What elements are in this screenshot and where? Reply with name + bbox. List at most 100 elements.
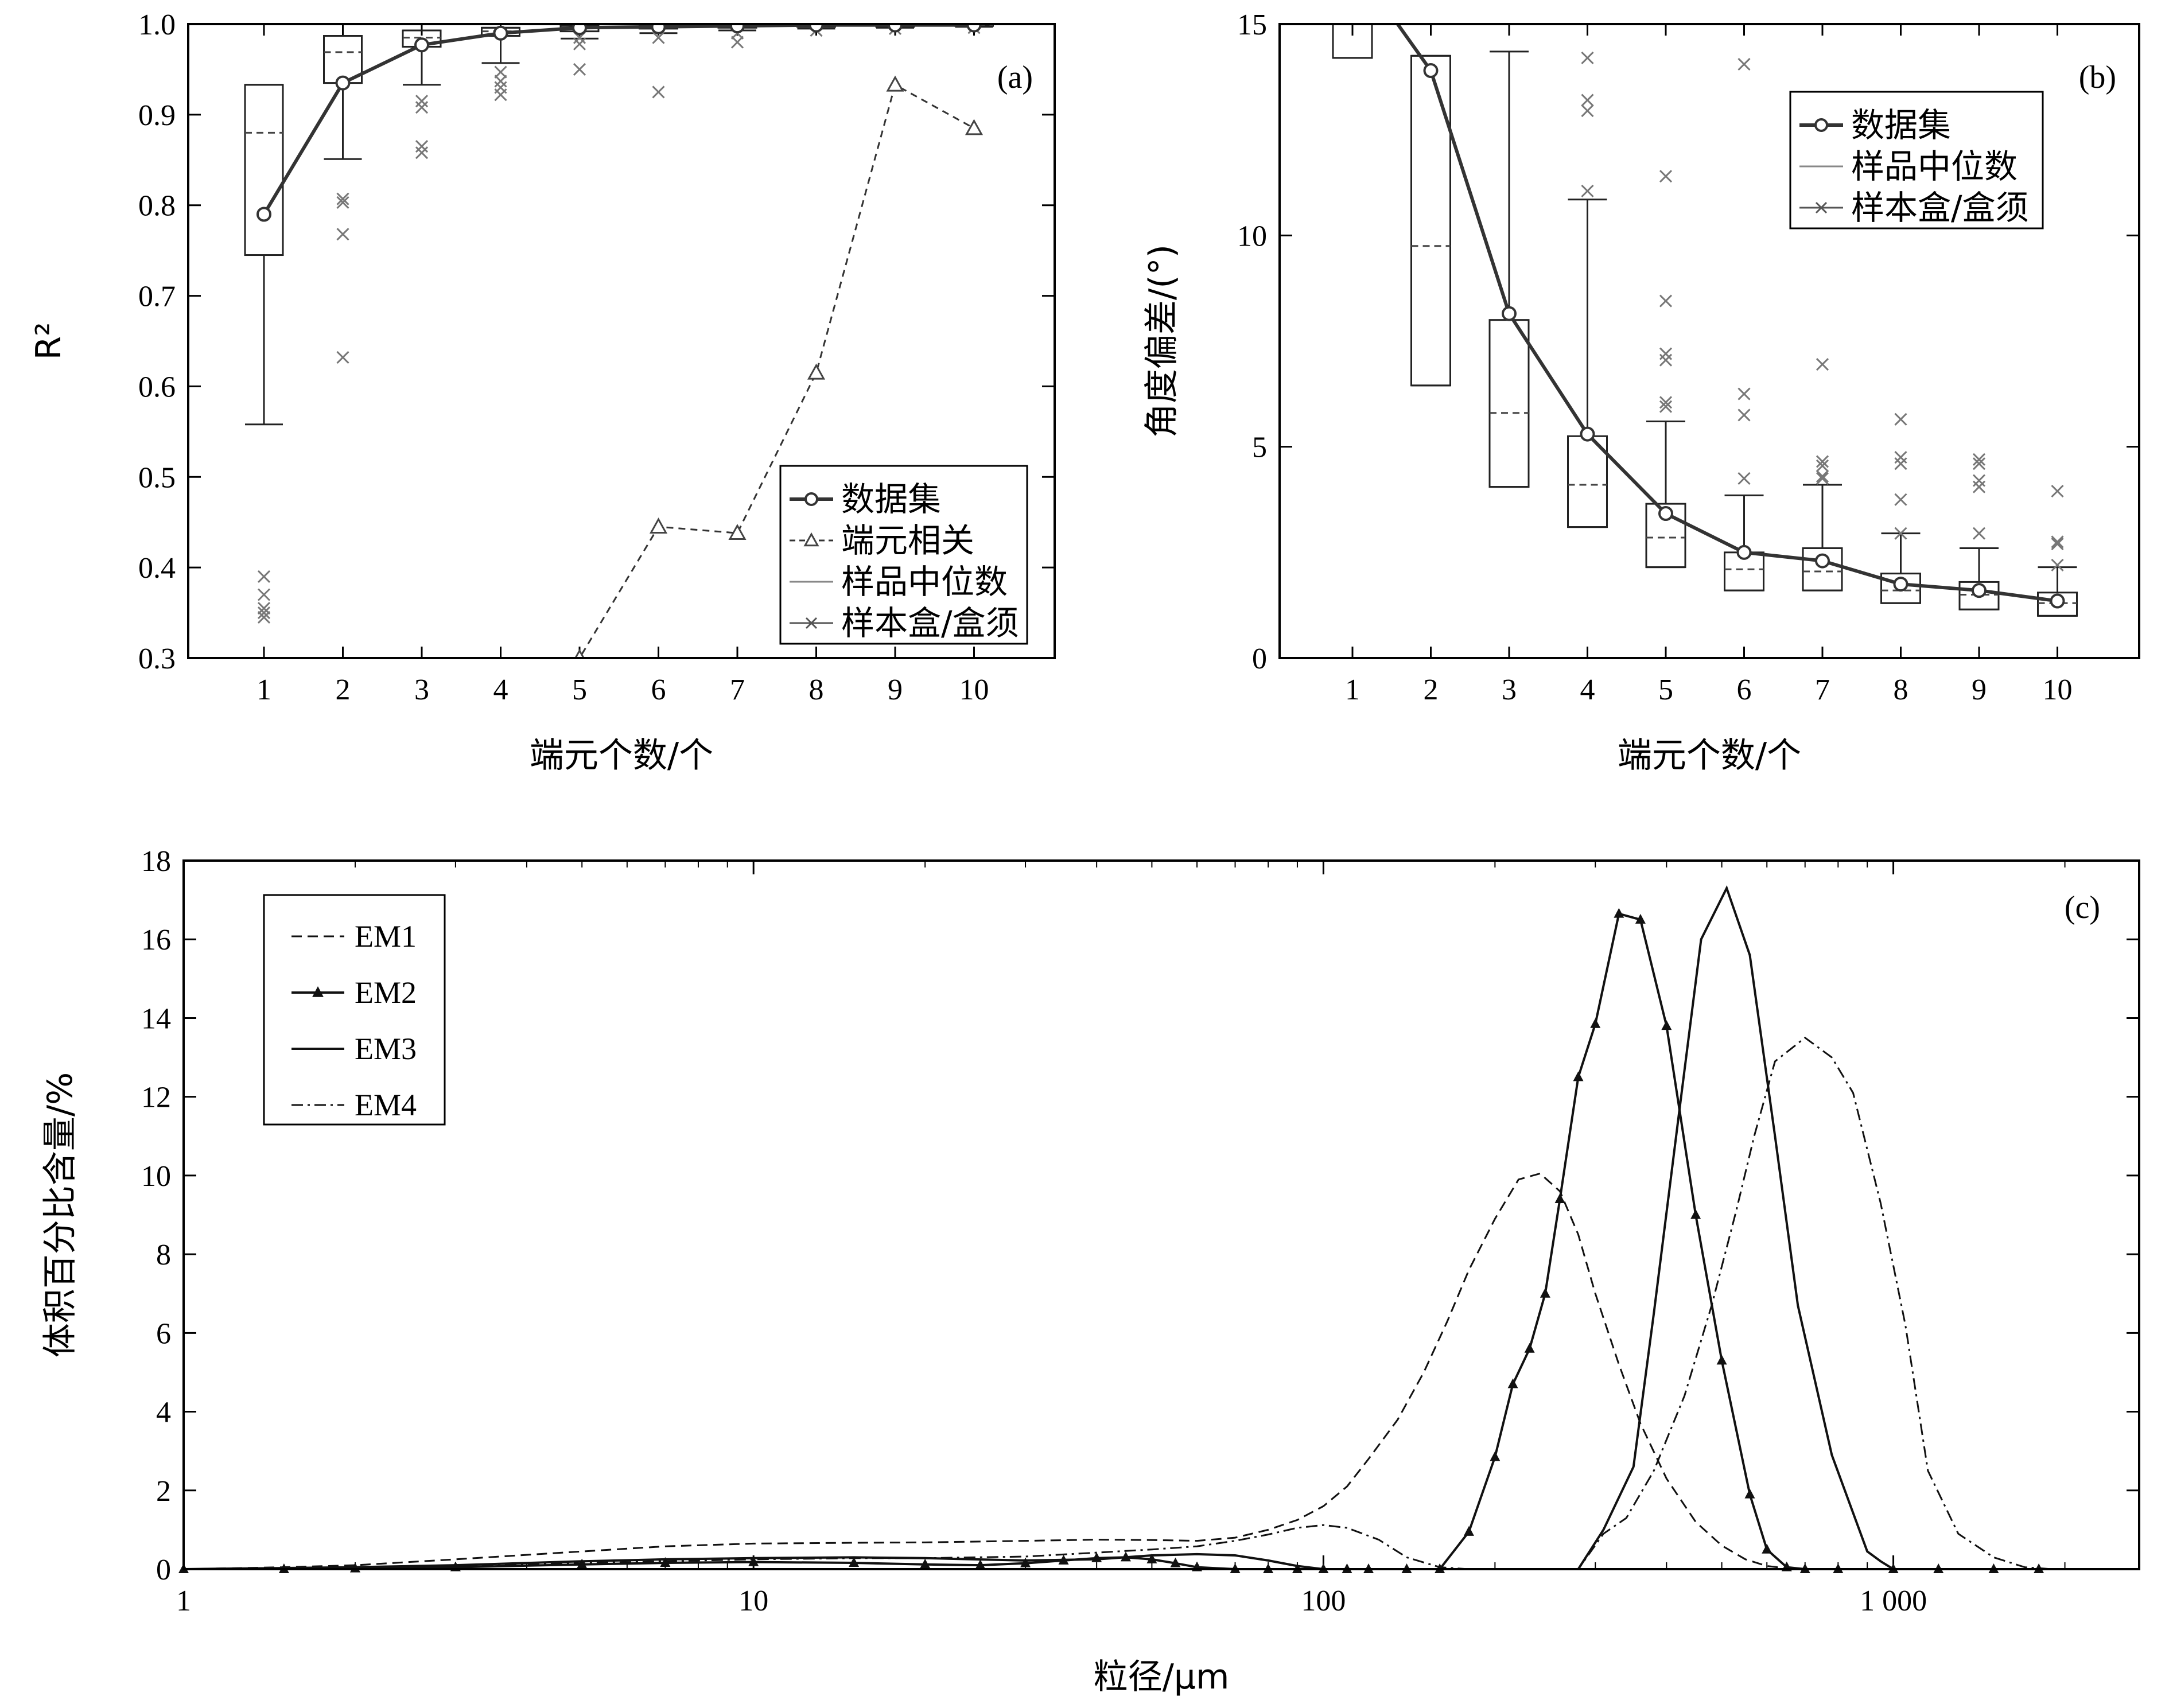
box-body xyxy=(1802,547,1843,592)
outlier-marker xyxy=(1894,413,1907,426)
box-body xyxy=(1958,581,2000,610)
y-axis-title: 角度偏差/(°) xyxy=(1142,244,1182,438)
outlier-marker-stroke2 xyxy=(1816,357,1829,371)
dataset-marker xyxy=(2050,593,2065,609)
y-tick-label: 2 xyxy=(156,1475,171,1508)
dataset-marker xyxy=(1423,63,1439,79)
outlier-marker xyxy=(415,101,429,114)
series-marker-em2 xyxy=(1507,1378,1518,1388)
x-tick-label: 4 xyxy=(493,674,508,706)
dataset-marker xyxy=(1580,426,1595,442)
outlier-marker xyxy=(1816,357,1829,371)
outlier-marker xyxy=(1972,480,1986,493)
outlier-marker xyxy=(1816,470,1829,483)
outlier-marker xyxy=(2051,558,2064,571)
x-tick-label: 5 xyxy=(1658,674,1673,706)
series-marker-em2 xyxy=(660,1557,671,1567)
outlier-marker-stroke2 xyxy=(1816,455,1829,468)
x-tick-label: 8 xyxy=(809,674,824,706)
axes-frame xyxy=(182,859,2140,1570)
outlier-marker-stroke2 xyxy=(257,606,271,620)
outlier-marker-stroke2 xyxy=(494,75,507,88)
legend-label: EM4 xyxy=(355,1088,417,1122)
x-tick-label: 2 xyxy=(336,674,351,706)
series-marker-em2 xyxy=(1762,1543,1772,1554)
outlier-marker xyxy=(257,610,271,624)
y-tick-label: 0.5 xyxy=(138,461,176,494)
outlier-marker-stroke2 xyxy=(257,588,271,601)
outlier-marker xyxy=(415,95,429,108)
box-1 xyxy=(244,84,284,426)
outlier-marker xyxy=(1737,408,1751,422)
legend-item: 样本盒/盒须 xyxy=(790,604,1019,643)
legend-item: 数据集 xyxy=(1799,106,1951,145)
outlier-marker xyxy=(415,140,429,153)
outlier-marker xyxy=(257,588,271,601)
outlier-marker-stroke2 xyxy=(1581,94,1594,107)
legend-label: 数据集 xyxy=(841,480,941,519)
x-tick-label: 5 xyxy=(572,674,587,706)
series-line-em2 xyxy=(184,912,2039,1570)
em-correlation-marker xyxy=(728,524,747,540)
legend-box xyxy=(1789,91,2044,229)
outlier-marker-stroke2 xyxy=(1659,353,1673,367)
outlier-marker-stroke2 xyxy=(2051,538,2064,551)
outlier-marker-stroke2 xyxy=(1816,472,1829,485)
x-tick-label: 10 xyxy=(2043,674,2073,706)
y-tick-label: 14 xyxy=(141,1002,171,1035)
y-axis-title: 体积百分比含量/% xyxy=(40,1072,80,1357)
panel-label: (c) xyxy=(2065,890,2100,925)
legend-item: 端元相关 xyxy=(790,521,974,560)
outlier-marker xyxy=(1581,94,1594,107)
legend-item: EM1 xyxy=(291,919,417,954)
series-line-em1 xyxy=(183,1172,1805,1570)
outlier-marker-stroke2 xyxy=(415,146,429,159)
plot-area-b xyxy=(1332,24,2078,617)
panel-c: 0 2 4 6 8 10 12 14 16 18 1 10 100 1 000 (c) 粒径/μm 体积百分比含… xyxy=(40,845,2140,1697)
x-tick-label: 1 xyxy=(176,1585,191,1617)
outlier-marker xyxy=(1659,170,1673,183)
outlier-marker-stroke2 xyxy=(573,37,586,50)
legend-marker-correlation xyxy=(803,532,819,547)
outlier-marker-stroke2 xyxy=(336,228,349,241)
series-marker-em2 xyxy=(1590,1018,1601,1028)
outlier-marker-stroke2 xyxy=(257,602,271,615)
y-tick-label: 10 xyxy=(1237,220,1267,252)
outlier-marker-stroke2 xyxy=(1816,470,1829,483)
outlier-marker xyxy=(1972,474,1986,487)
outlier-marker xyxy=(573,37,586,50)
outlier-marker xyxy=(1659,400,1673,413)
axes-frame xyxy=(1278,23,2140,659)
outlier-marker xyxy=(494,75,507,88)
y-tick-label: 0.7 xyxy=(138,281,176,313)
series-marker-em2 xyxy=(1614,908,1624,918)
outlier-marker xyxy=(257,602,271,615)
outlier-marker-stroke2 xyxy=(2051,535,2064,548)
legend-box xyxy=(263,894,446,1126)
box-body xyxy=(1332,24,1373,59)
y-tick-label: 16 xyxy=(141,924,171,956)
y-tick-label: 0 xyxy=(1252,643,1267,675)
y-tick-label: 18 xyxy=(141,845,171,878)
box-10 xyxy=(2037,566,2078,617)
outlier-marker-stroke2 xyxy=(1816,459,1829,472)
legend-marker-box xyxy=(1815,201,1828,214)
y-tick-label: 0 xyxy=(156,1554,171,1586)
x-tick-label: 6 xyxy=(651,674,666,706)
dataset-marker xyxy=(730,24,745,34)
dataset-marker xyxy=(572,24,587,36)
legend-box xyxy=(779,465,1028,645)
x-axis-title: 端元个数/个 xyxy=(1618,736,1801,776)
outlier-marker xyxy=(1816,455,1829,468)
y-tick-label: 1.0 xyxy=(138,9,176,41)
legend-label: 样品中位数 xyxy=(1851,147,2018,186)
x-tick-label: 4 xyxy=(1580,674,1595,706)
dataset-marker xyxy=(335,75,351,91)
x-tick-label: 10 xyxy=(959,674,989,706)
outlier-marker xyxy=(2051,535,2064,548)
box-2 xyxy=(323,35,363,160)
outlier-marker xyxy=(1737,472,1751,485)
x-tick-label: 1 000 xyxy=(1860,1585,1927,1617)
outlier-marker-stroke2 xyxy=(336,192,349,205)
